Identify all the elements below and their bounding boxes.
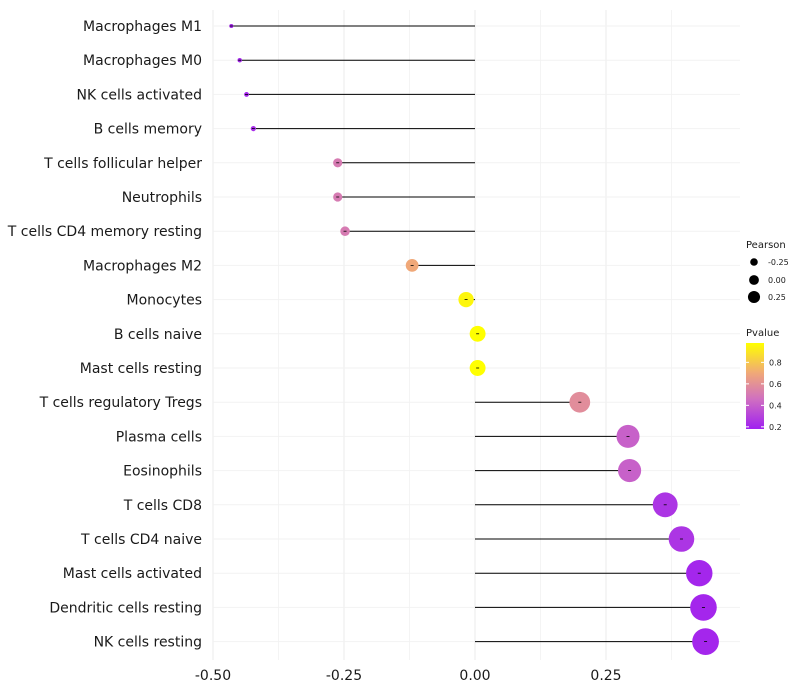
legend-size-label: 0.00	[768, 276, 786, 285]
category-label: Macrophages M1	[83, 19, 202, 35]
legend-size-dot	[747, 290, 761, 304]
category-label: T cells CD4 memory resting	[7, 224, 202, 240]
category-label: Macrophages M0	[83, 53, 202, 69]
category-label: B cells memory	[94, 122, 202, 138]
points	[229, 23, 719, 655]
category-label: Macrophages M2	[83, 258, 202, 274]
legend-color-label: 0.8	[769, 358, 782, 367]
category-labels: Macrophages M1 Macrophages M0 NK cells act…	[7, 19, 202, 651]
legend-colorbar	[746, 343, 764, 429]
category-label: T cells regulatory Tregs	[39, 395, 202, 411]
legend-color-label: 0.2	[769, 423, 782, 432]
category-label: NK cells activated	[77, 87, 202, 103]
legend-size-title: Pearson	[746, 240, 786, 251]
x-tick-label: -0.25	[326, 668, 362, 684]
legend-color-label: 0.6	[769, 380, 782, 389]
category-label: B cells naive	[114, 327, 202, 343]
category-label: Mast cells resting	[80, 361, 202, 377]
category-label: Neutrophils	[122, 190, 202, 206]
category-label: T cells CD4 naive	[80, 532, 202, 548]
legend-size-dot	[749, 275, 759, 285]
category-label: T cells follicular helper	[43, 156, 202, 172]
legend-size-label: -0.25	[768, 258, 789, 267]
x-tick-label: 0.25	[590, 668, 621, 684]
category-label: Monocytes	[127, 293, 202, 309]
category-label: NK cells resting	[94, 635, 202, 651]
x-axis-ticks: -0.50 -0.25 0.00 0.25	[195, 668, 622, 684]
legend-color-label: 0.4	[769, 401, 782, 410]
category-label: Eosinophils	[123, 464, 202, 480]
x-tick-label: -0.50	[195, 668, 231, 684]
stems	[231, 25, 706, 643]
legend-size-dot	[750, 258, 758, 266]
category-label: Dendritic cells resting	[49, 600, 202, 616]
legend-color-ticks: 0.8 0.6 0.4 0.2	[746, 358, 782, 432]
legend: Pearson -0.250.000.25 Pvalue 0.80.60.40.…	[746, 240, 789, 432]
category-label: Plasma cells	[116, 429, 202, 445]
x-tick-label: 0.00	[459, 668, 490, 684]
legend-size-label: 0.25	[768, 293, 786, 302]
category-label: Mast cells activated	[63, 566, 202, 582]
legend-size-entries: -0.25 0.00 0.25	[747, 258, 789, 304]
legend-color-title: Pvalue	[746, 328, 779, 339]
category-label: T cells CD8	[123, 498, 202, 514]
